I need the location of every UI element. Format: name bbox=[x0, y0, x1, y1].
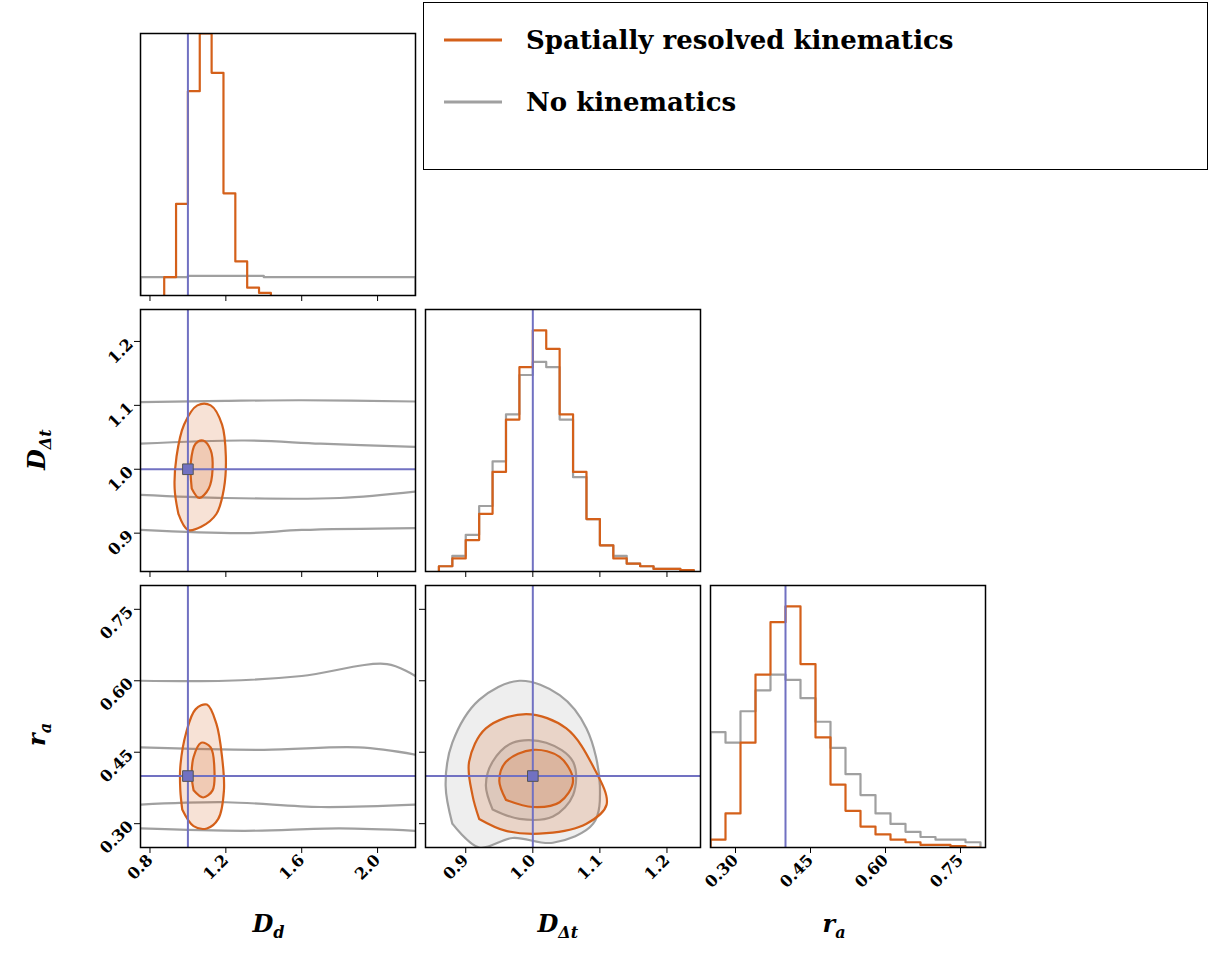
html-text:a: a bbox=[35, 723, 55, 734]
html-text:D: D bbox=[22, 449, 51, 470]
svg-text:0.75: 0.75 bbox=[926, 851, 967, 892]
html-text:DΔt: DΔt bbox=[537, 909, 579, 942]
svg-text:0.9: 0.9 bbox=[104, 526, 137, 559]
svg-text:0.30: 0.30 bbox=[96, 817, 137, 858]
svg-text:0.8: 0.8 bbox=[123, 851, 156, 884]
svg-text:1.1: 1.1 bbox=[573, 851, 606, 884]
svg-text:0.9: 0.9 bbox=[439, 851, 472, 884]
html-text:r: r bbox=[22, 733, 51, 746]
html-text:No kinematics: No kinematics bbox=[526, 87, 737, 117]
svg-text:0.75: 0.75 bbox=[96, 602, 137, 643]
svg-text:1.2: 1.2 bbox=[199, 851, 232, 884]
svg-text:1.2: 1.2 bbox=[104, 334, 137, 367]
svg-text:1.6: 1.6 bbox=[275, 851, 308, 884]
html-text:Spatially resolved kinematics: Spatially resolved kinematics bbox=[526, 25, 954, 55]
svg-text:0.60: 0.60 bbox=[96, 674, 137, 715]
svg-text:0.45: 0.45 bbox=[776, 851, 817, 892]
html-text:ra: ra bbox=[822, 909, 846, 942]
svg-text:2.0: 2.0 bbox=[351, 851, 384, 884]
html-text:Δt: Δt bbox=[35, 429, 55, 450]
svg-text:1.0: 1.0 bbox=[104, 462, 137, 495]
svg-text:0.30: 0.30 bbox=[702, 851, 742, 892]
svg-text:1.2: 1.2 bbox=[640, 851, 673, 884]
svg-text:1.0: 1.0 bbox=[506, 851, 539, 884]
svg-text:1.1: 1.1 bbox=[104, 398, 137, 431]
html-text:Dd: Dd bbox=[252, 909, 285, 942]
svg-text:0.45: 0.45 bbox=[96, 745, 137, 786]
svg-text:0.60: 0.60 bbox=[851, 851, 892, 892]
